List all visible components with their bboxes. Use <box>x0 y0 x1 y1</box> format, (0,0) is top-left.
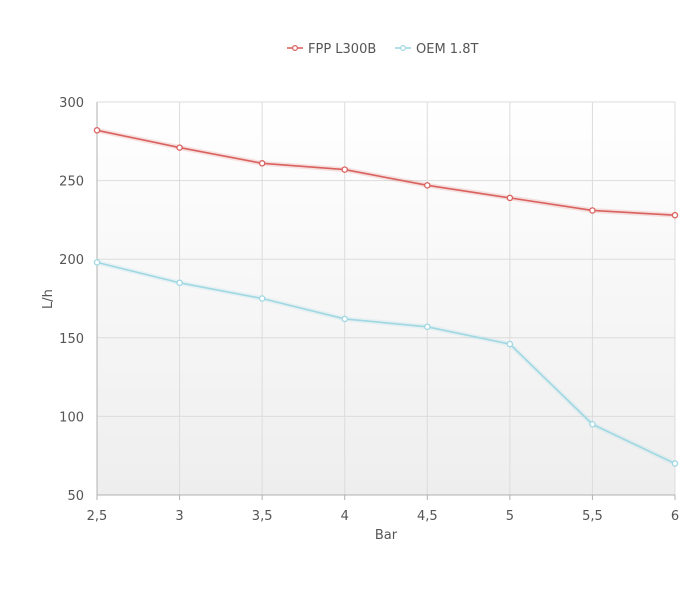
legend-item-fpp-l300b[interactable]: FPP L300B <box>287 42 376 57</box>
y-tick-label: 50 <box>67 489 84 504</box>
y-tick-label: 200 <box>59 253 84 268</box>
x-tick-label: 3,5 <box>252 509 273 524</box>
x-tick-label: 5,5 <box>582 509 603 524</box>
y-axis-title: L/h <box>41 289 56 309</box>
axes: 2,5 3 3,5 4 4,5 5 5,5 6 50 100 150 200 250 300 <box>59 96 679 524</box>
x-tick-label: 4,5 <box>417 509 438 524</box>
grid <box>96 101 676 496</box>
legend-marker-icon <box>292 44 299 51</box>
data-point-fpp-l300b[interactable] <box>341 166 348 173</box>
legend[interactable]: FPP L300B OEM 1.8T <box>287 42 478 57</box>
y-tick-label: 250 <box>59 175 84 190</box>
legend-item-oem-1-8t[interactable]: OEM 1.8T <box>395 42 478 57</box>
x-tick-label: 4 <box>341 509 349 524</box>
data-point-fpp-l300b[interactable] <box>506 194 514 202</box>
data-point-oem-1-8t[interactable] <box>589 421 596 428</box>
data-point-fpp-l300b[interactable] <box>424 182 431 189</box>
data-point-fpp-l300b[interactable] <box>93 127 101 134</box>
x-tick-label: 5 <box>506 509 514 524</box>
y-tick-label: 150 <box>59 332 84 347</box>
data-point-fpp-l300b[interactable] <box>258 160 266 167</box>
plot-area-background <box>97 102 675 495</box>
data-point-oem-1-8t[interactable] <box>424 323 431 331</box>
y-tick-label: 300 <box>59 96 84 111</box>
legend-label: OEM 1.8T <box>416 42 478 57</box>
x-tick-label: 3 <box>175 509 183 524</box>
x-axis-title: Bar <box>375 528 398 543</box>
data-point-oem-1-8t[interactable] <box>176 279 183 287</box>
data-point-fpp-l300b[interactable] <box>589 207 596 214</box>
data-point-oem-1-8t[interactable] <box>341 315 348 323</box>
legend-label: FPP L300B <box>308 42 376 57</box>
data-point-oem-1-8t[interactable] <box>93 259 101 266</box>
data-point-oem-1-8t[interactable] <box>258 295 266 302</box>
x-tick-label: 6 <box>671 509 679 524</box>
series-line-fpp-l300b <box>96 129 676 216</box>
y-tick-label: 100 <box>59 410 84 425</box>
data-point-oem-1-8t[interactable] <box>671 460 679 467</box>
series <box>93 127 679 467</box>
x-tick-label: 2,5 <box>87 509 108 524</box>
legend-marker-icon <box>400 44 407 51</box>
series-line-oem-1-8t <box>96 261 676 465</box>
data-point-oem-1-8t[interactable] <box>506 340 514 348</box>
data-point-fpp-l300b[interactable] <box>176 144 183 151</box>
data-point-fpp-l300b[interactable] <box>671 211 679 219</box>
